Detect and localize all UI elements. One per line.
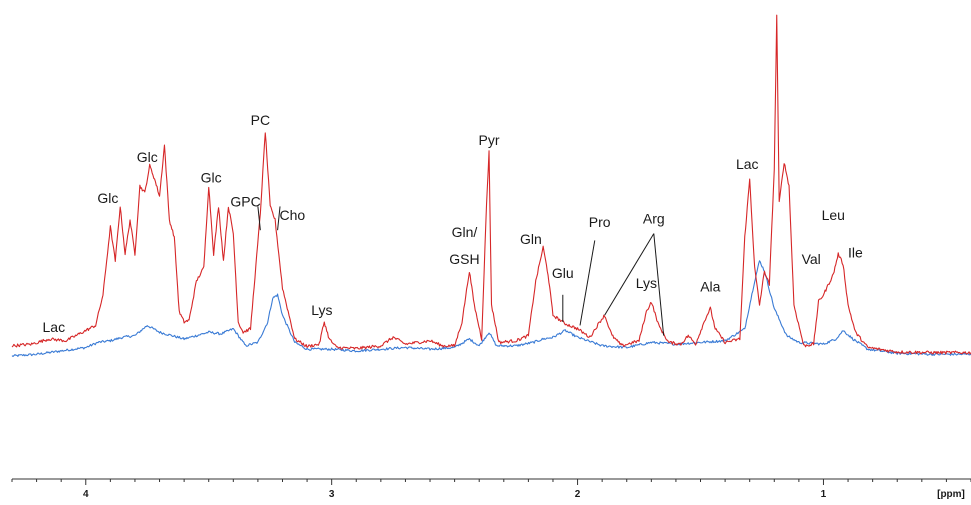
series-line-1 [11,260,971,357]
peak-label-18: Val [802,251,821,267]
peak-label-6: Cho [279,207,305,223]
x-tick-label-0: 4 [83,489,89,500]
peak-label-11: Gln [520,231,542,247]
x-tick-label-2: 2 [575,489,581,500]
pointer-layer [257,206,665,336]
peak-label-5: PC [251,112,270,128]
peak-label-1: Glc [97,190,118,206]
pointer-line-5 [653,233,665,336]
annotation-layer: Lac Glc Glc Glc GPC PC Cho Lys Gln/GSH Pyr Gln Glu P… [43,112,864,335]
x-axis: 4 3 2 1 [ppm] [11,478,971,500]
peak-label-3: Glc [201,170,222,186]
peak-label-7: Lys [311,302,332,318]
peak-label-20: Ile [848,244,863,260]
peak-label-10: Pyr [479,132,500,148]
pointer-line-4 [604,233,655,316]
series-line-0 [11,14,971,355]
pointer-line-3 [579,240,596,326]
peak-label-12: Glu [552,265,574,281]
x-tick-label-3: 1 [821,489,827,500]
peak-label-9: GSH [449,251,479,267]
series-layer [11,14,971,357]
x-axis-ticks: 4 3 2 1 [11,479,971,500]
peak-label-17: Lac [736,156,759,172]
peak-label-16: Ala [700,278,720,294]
peak-label-14: Arg [643,210,665,226]
pointer-line-0 [257,206,261,231]
x-axis-unit-label: [ppm] [937,489,965,500]
peak-label-19: Leu [822,207,845,223]
peak-label-15: Lys [636,275,657,291]
pointer-line-1 [277,206,281,231]
x-tick-label-1: 3 [329,489,335,500]
peak-label-4: GPC [230,193,260,209]
peak-label-2: Glc [137,149,158,165]
peak-label-0: Lac [43,319,66,335]
peak-label-8: Gln/ [452,224,478,240]
peak-label-13: Pro [589,214,611,230]
